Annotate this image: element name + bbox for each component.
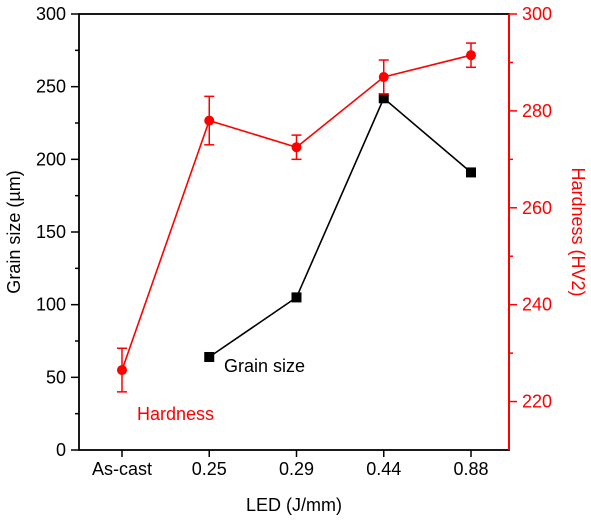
right-tick-label: 220 — [522, 392, 552, 412]
series-layer — [117, 42, 476, 393]
hardness-line — [121, 54, 472, 371]
hardness-point — [117, 365, 127, 376]
left-tick-label: 0 — [56, 440, 66, 460]
hardness-point — [466, 50, 476, 61]
grain-size-point — [204, 351, 215, 362]
left-tick-label: 150 — [36, 222, 66, 242]
hardness-point — [204, 115, 215, 126]
x-tick-label: 0.44 — [366, 459, 401, 479]
right-tick-label: 280 — [522, 101, 552, 121]
left-tick-label: 300 — [36, 4, 66, 24]
x-tick-label: 0.88 — [453, 459, 488, 479]
plot-frame — [78, 13, 510, 451]
left-tick-label: 100 — [36, 295, 66, 315]
right-tick-label: 300 — [522, 4, 552, 24]
grain-size-point — [466, 167, 476, 178]
left-tick-label: 50 — [46, 367, 66, 387]
x-tick-label: 0.25 — [192, 459, 227, 479]
grain-size-annotation: Grain size — [224, 356, 305, 376]
right-axis-label: Hardness (HV2) — [568, 167, 588, 296]
grain-size-line — [208, 96, 472, 358]
right-tick-label: 240 — [522, 295, 552, 315]
grain-size-point — [291, 292, 302, 303]
left-axis-label: Grain size (µm) — [4, 170, 24, 293]
left-tick-label: 200 — [36, 149, 66, 169]
x-tick-label: As-cast — [92, 459, 152, 479]
left-tick-label: 250 — [36, 77, 66, 97]
hardness-annotation: Hardness — [137, 404, 214, 424]
grain-size-point — [378, 93, 389, 104]
right-tick-label: 260 — [522, 198, 552, 218]
hardness-point — [378, 71, 389, 82]
hardness-point — [291, 142, 302, 153]
x-axis-label: LED (J/mm) — [246, 495, 342, 515]
x-axis-ticks: As-cast 0.25 0.29 0.44 0.88 — [92, 450, 489, 479]
right-axis-ticks: 220 240 260 280 300 — [509, 4, 552, 412]
x-tick-label: 0.29 — [279, 459, 314, 479]
axes-layer — [78, 13, 510, 451]
left-axis-ticks: 0 50 100 150 200 250 300 — [36, 4, 79, 460]
